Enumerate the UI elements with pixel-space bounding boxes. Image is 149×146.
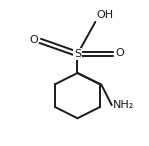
Text: NH₂: NH₂ bbox=[113, 100, 135, 110]
Text: O: O bbox=[115, 48, 124, 58]
Text: OH: OH bbox=[97, 11, 114, 20]
Text: O: O bbox=[29, 35, 38, 45]
Text: S: S bbox=[74, 49, 81, 59]
